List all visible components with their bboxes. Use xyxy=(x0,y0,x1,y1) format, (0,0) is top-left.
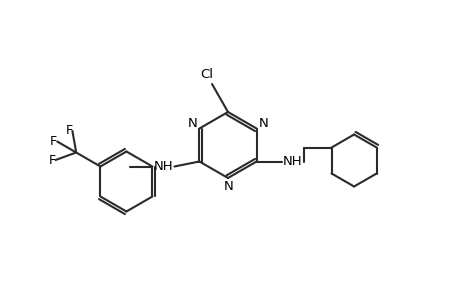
Text: NH: NH xyxy=(282,155,302,168)
Text: F: F xyxy=(50,135,57,148)
Text: N: N xyxy=(224,179,233,193)
Text: N: N xyxy=(258,117,268,130)
Text: NH: NH xyxy=(153,160,173,173)
Text: N: N xyxy=(187,117,197,130)
Text: Cl: Cl xyxy=(200,68,213,80)
Text: F: F xyxy=(48,154,56,166)
Text: F: F xyxy=(65,124,72,137)
